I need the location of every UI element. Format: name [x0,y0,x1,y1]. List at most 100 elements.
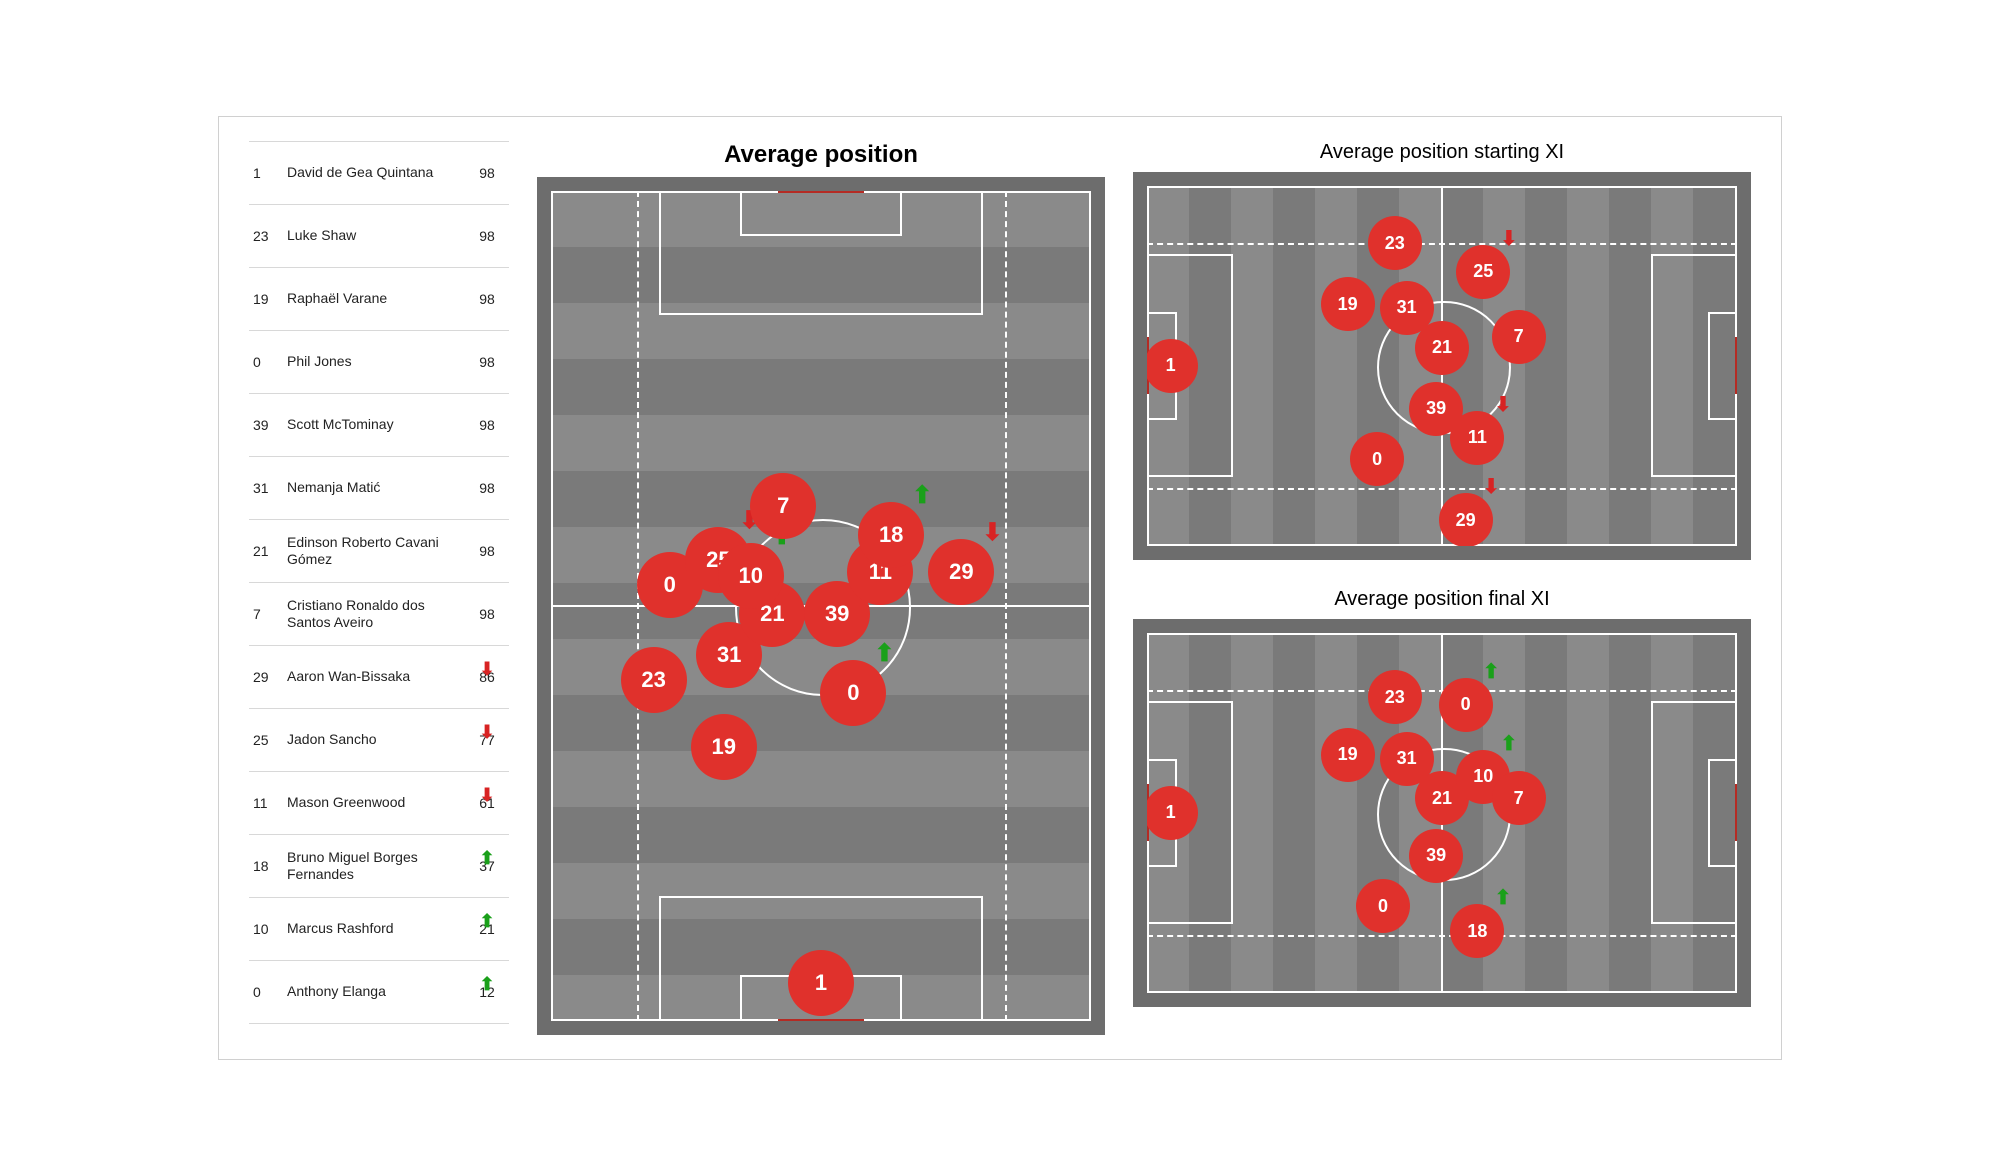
pitch-line [659,896,661,1021]
player-dot: 1 [788,950,854,1016]
pitch: 12319031392125⬇711⬇29⬇ [1147,186,1737,546]
player-name: Bruno Miguel Borges Fernandes [287,849,465,883]
sub-off-icon: ⬇ [982,521,1002,545]
pitch-line [1231,254,1233,477]
sub-on-icon: ⬆ [479,974,494,995]
pitch-line [1147,865,1177,867]
player-dot: 29⬇ [928,539,994,605]
small-pitch-title: Average position starting XI [1133,141,1751,164]
player-name: Luke Shaw [287,227,465,244]
sub-off-icon: ⬇ [479,659,494,680]
player-number: 7 [249,606,287,622]
player-name: Jadon Sancho [287,731,465,748]
table-row: 31Nemanja Matić98 [249,457,509,520]
player-minutes: 98 [465,417,509,433]
player-dot: 18⬆ [1450,904,1504,958]
pitch-line [1651,254,1653,477]
pitch-line [1651,475,1737,477]
goal-bar [778,1019,864,1021]
player-dot: 1 [1147,339,1198,393]
player-name: Phil Jones [287,353,465,370]
player-minutes: 37⬆ [465,858,509,874]
pitch-line [1708,759,1738,761]
player-dot: 19 [1321,728,1375,782]
table-row: 11Mason Greenwood61⬇ [249,772,509,835]
player-dot: 7 [1492,310,1546,364]
pitch: 1231903139210⬆10⬆718⬆ [1147,633,1737,993]
large-pitch-title: Average position [537,141,1105,169]
large-pitch-frame: 1231900⬆25⬇31392110⬆711⬇18⬆29⬇ [537,177,1105,1035]
player-minutes: 12⬆ [465,984,509,1000]
pitch-channel-line [1147,243,1737,245]
sub-on-icon: ⬆ [1495,889,1512,909]
pitch-line [981,896,983,1021]
pitch-line [1708,312,1710,420]
player-minutes: 21⬆ [465,921,509,937]
player-name: Nemanja Matić [287,479,465,496]
player-minutes: 98 [465,480,509,496]
pitch-line [659,191,661,316]
player-name: Aaron Wan-Bissaka [287,668,465,685]
player-number: 21 [249,543,287,559]
player-number: 29 [249,669,287,685]
player-dot: 0⬆ [820,660,886,726]
sub-off-icon: ⬇ [1500,230,1517,250]
goal-bar [1735,337,1737,395]
goal-bar [1735,784,1737,842]
player-dot: 29⬇ [1439,493,1493,545]
figure-container: 1David de Gea Quintana9823Luke Shaw9819R… [218,116,1782,1060]
player-minutes: 98 [465,165,509,181]
sub-on-icon: ⬆ [479,848,494,869]
player-dot: 23 [1368,216,1422,270]
player-dot: 0 [1350,432,1404,486]
small-pitch-title: Average position final XI [1133,588,1751,611]
player-dot: 23 [1368,670,1422,724]
pitch-line [1147,418,1177,420]
sub-on-icon: ⬆ [479,911,494,932]
table-row: 23Luke Shaw98 [249,205,509,268]
pitch-line [1708,418,1738,420]
pitch-line [900,975,902,1021]
player-dot: 19 [691,714,757,780]
table-row: 25Jadon Sancho77⬇ [249,709,509,772]
player-dot: 25⬇ [1456,245,1510,299]
player-minutes: 61⬇ [465,795,509,811]
table-row: 0Phil Jones98 [249,331,509,394]
table-row: 0Anthony Elanga12⬆ [249,961,509,1024]
pitch-line [1147,475,1233,477]
player-number: 19 [249,291,287,307]
player-minutes: 86⬇ [465,669,509,685]
player-minutes: 98 [465,543,509,559]
player-dot: 23 [621,647,687,713]
player-dot: 18⬆ [858,502,924,568]
pitch-line [1651,922,1737,924]
pitch-line [1651,701,1653,924]
pitch-line [659,313,983,315]
table-row: 10Marcus Rashford21⬆ [249,898,509,961]
pitch-line [740,234,902,236]
pitch-line [1147,759,1177,761]
pitch-line [1231,701,1233,924]
player-dot: 21 [1415,321,1469,375]
player-minutes: 77⬇ [465,732,509,748]
sub-off-icon: ⬇ [479,722,494,743]
player-dot: 39 [1409,829,1463,883]
pitch-line [1147,312,1177,314]
player-name: Edinson Roberto Cavani Gómez [287,534,465,568]
sub-off-icon: ⬇ [479,785,494,806]
small-pitches-column: Average position starting XI 12319031392… [1133,141,1751,1035]
pitch-line [740,975,742,1021]
table-row: 39Scott McTominay98 [249,394,509,457]
pitch: 1231900⬆25⬇31392110⬆711⬇18⬆29⬇ [551,191,1091,1021]
player-dot: 0⬆ [1439,678,1493,732]
table-row: 19Raphaël Varane98 [249,268,509,331]
pitch-line [1708,759,1710,867]
pitch-line [1651,701,1737,703]
player-number: 25 [249,732,287,748]
pitch-line [1147,701,1233,703]
player-minutes: 98 [465,606,509,622]
sub-on-icon: ⬆ [1483,663,1500,683]
pitch-line [900,191,902,237]
player-dot: 10⬆ [718,543,784,609]
player-name: Cristiano Ronaldo dos Santos Aveiro [287,597,465,631]
